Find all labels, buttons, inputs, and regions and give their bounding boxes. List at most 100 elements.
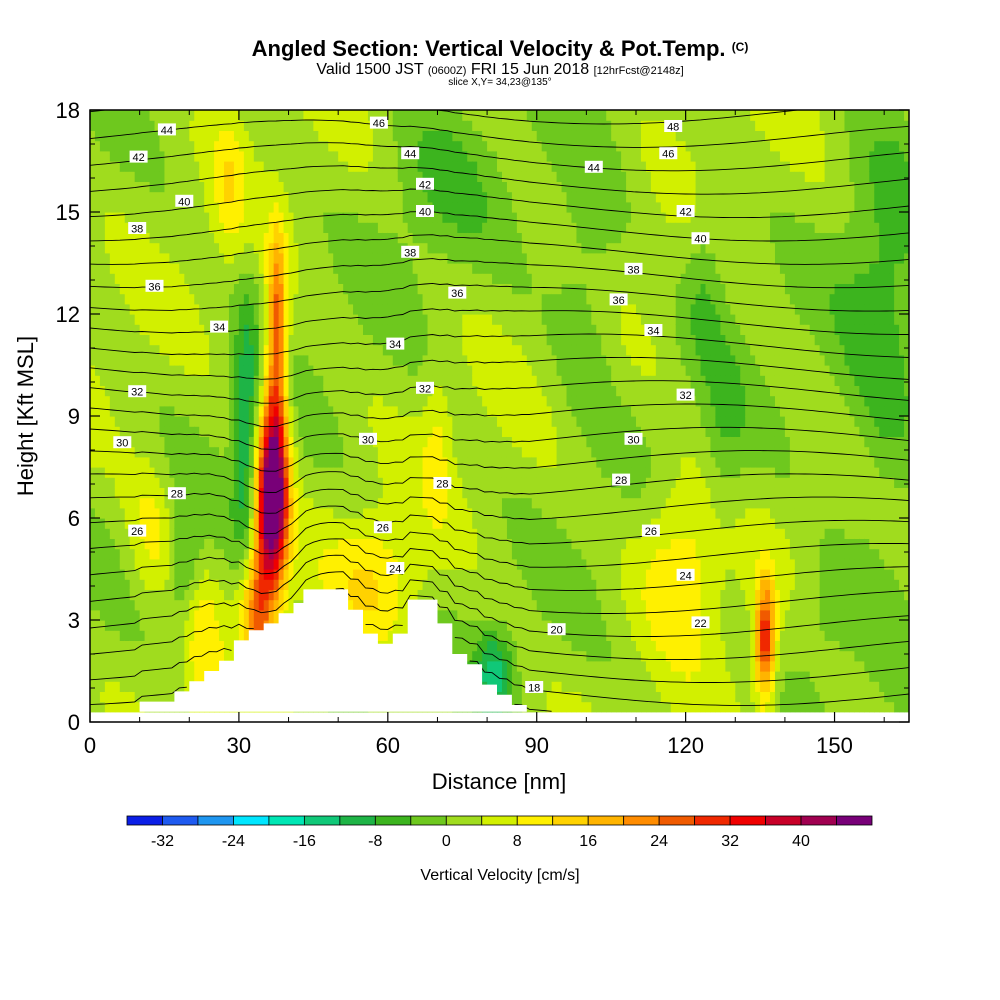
velocity-cell (104, 620, 111, 631)
velocity-cell (377, 426, 384, 437)
velocity-cell (199, 161, 205, 172)
velocity-cell (313, 426, 319, 437)
velocity-cell (214, 630, 220, 641)
velocity-cell (437, 181, 444, 193)
velocity-cell (263, 385, 270, 397)
velocity-cell (338, 334, 344, 346)
velocity-cell (293, 487, 300, 499)
velocity-cell (204, 140, 210, 152)
velocity-cell (119, 161, 126, 172)
velocity-cell (397, 242, 404, 254)
velocity-cell (392, 252, 399, 264)
velocity-cell (119, 640, 126, 652)
velocity-cell (467, 630, 473, 641)
velocity-cell (253, 365, 260, 376)
velocity-cell (109, 477, 116, 488)
velocity-cell (129, 426, 136, 437)
velocity-cell (298, 589, 305, 601)
velocity-cell (263, 395, 270, 407)
velocity-cell (263, 242, 270, 254)
velocity-cell (492, 538, 498, 550)
velocity-cell (462, 538, 468, 550)
velocity-cell (397, 161, 404, 172)
velocity-cell (273, 487, 280, 499)
velocity-cell (417, 232, 424, 244)
velocity-cell (209, 303, 215, 315)
velocity-cell (353, 252, 359, 264)
velocity-cell (224, 171, 230, 182)
velocity-cell (387, 354, 394, 366)
velocity-cell (159, 497, 166, 509)
velocity-cell (358, 375, 364, 386)
velocity-cell (422, 436, 429, 448)
velocity-cell (501, 569, 508, 580)
velocity-cell (303, 324, 309, 335)
velocity-cell (392, 242, 399, 254)
velocity-cell (243, 252, 250, 264)
velocity-cell (427, 120, 434, 131)
velocity-cell (437, 436, 444, 448)
velocity-cell (392, 212, 399, 223)
velocity-cell (258, 599, 265, 611)
velocity-cell (338, 416, 344, 427)
velocity-cell (253, 497, 260, 509)
velocity-cell (204, 303, 210, 315)
velocity-cell (492, 416, 498, 427)
velocity-cell (114, 375, 121, 386)
velocity-cell (204, 507, 210, 519)
velocity-cell (174, 507, 180, 519)
velocity-cell (506, 650, 513, 662)
velocity-cell (333, 477, 339, 488)
velocity-cell (348, 558, 354, 570)
velocity-cell (253, 222, 260, 233)
velocity-cell (99, 538, 106, 550)
velocity-cell (293, 558, 300, 570)
velocity-cell (303, 232, 309, 244)
velocity-cell (442, 467, 448, 478)
velocity-cell (487, 354, 493, 366)
velocity-cell (99, 334, 106, 346)
velocity-cell (253, 507, 260, 519)
velocity-cell (377, 630, 384, 641)
velocity-cell (199, 416, 205, 427)
velocity-cell (149, 212, 156, 223)
velocity-cell (487, 620, 493, 631)
velocity-cell (506, 467, 513, 478)
velocity-cell (447, 212, 453, 223)
velocity-cell (154, 191, 161, 203)
velocity-cell (382, 599, 389, 611)
velocity-cell (263, 436, 270, 448)
velocity-cell (288, 518, 295, 529)
velocity-cell (477, 426, 483, 437)
velocity-cell (333, 344, 339, 356)
velocity-cell (179, 110, 185, 121)
velocity-cell (402, 599, 409, 611)
velocity-cell (90, 283, 96, 295)
velocity-cell (114, 650, 121, 662)
velocity-cell (477, 579, 483, 590)
velocity-cell (497, 569, 503, 580)
velocity-cell (363, 252, 369, 264)
velocity-cell (472, 426, 478, 437)
velocity-cell (492, 110, 498, 121)
velocity-cell (228, 120, 235, 131)
velocity-cell (358, 548, 364, 560)
velocity-cell (308, 507, 314, 519)
velocity-cell (154, 599, 161, 611)
velocity-cell (472, 446, 478, 458)
velocity-cell (392, 395, 399, 407)
velocity-cell (159, 273, 166, 284)
velocity-cell (109, 599, 116, 611)
velocity-cell (487, 283, 493, 295)
velocity-cell (412, 456, 419, 468)
velocity-cell (109, 110, 116, 121)
velocity-cell (353, 171, 359, 182)
velocity-cell (447, 263, 453, 274)
velocity-cell (402, 456, 409, 468)
velocity-cell (313, 120, 319, 131)
velocity-cell (397, 589, 404, 601)
velocity-cell (492, 385, 498, 397)
velocity-cell (179, 283, 185, 295)
velocity-cell (139, 161, 146, 172)
velocity-cell (169, 579, 175, 590)
